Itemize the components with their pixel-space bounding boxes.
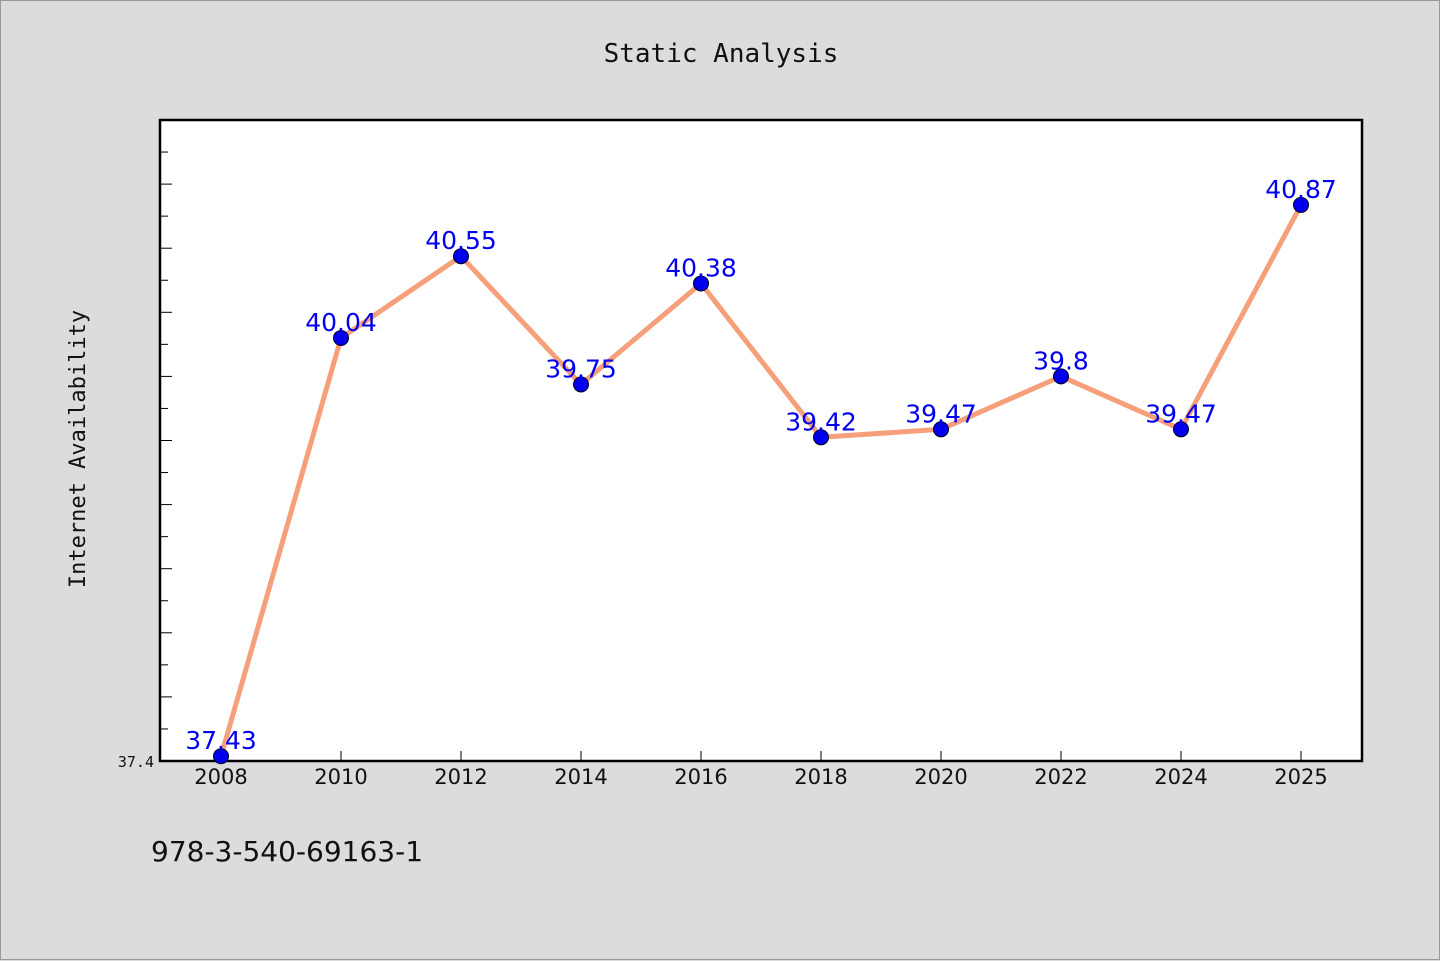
data-point [1293,196,1309,213]
x-tick-label: 2012 [434,765,487,789]
y-axis-label: Internet Availability [66,310,91,588]
data-label: 40.38 [665,253,737,282]
data-labels: 37.43 40.04 40.55 39.75 40.38 39.42 39.47 39.8 3… [185,175,1337,755]
data-label: 39.47 [905,399,977,428]
data-label: 39.8 [1033,346,1089,375]
data-label: 39.47 [1145,399,1217,428]
data-point [333,329,349,346]
chart-title: Static Analysis [604,39,839,69]
data-label: 39.75 [545,354,617,383]
x-tick-label: 2010 [314,765,367,789]
x-tick-label: 2018 [794,765,847,789]
data-point [1173,421,1189,438]
footer-isbn-text: 978-3-540-69163-1 [151,835,424,868]
x-tick-label: 2022 [1034,765,1087,789]
data-label: 39.42 [785,407,857,436]
x-tick-label: 2016 [674,765,727,789]
data-point [933,421,949,438]
plot-area [158,118,1364,763]
x-tick-label: 2008 [194,765,247,789]
x-tick-label: 2020 [914,765,967,789]
x-axis-ticks: 2008 2010 2012 2014 2016 2018 2020 2022 2024 2025 [194,751,1328,789]
series-line [218,202,1304,759]
data-label: 37.43 [185,726,257,755]
x-tick-label: 2014 [554,765,607,789]
data-point [693,275,709,292]
data-point [573,376,589,393]
y-axis-ticks: 37.4 [118,119,172,771]
data-point [453,248,469,265]
data-label: 40.87 [1265,175,1337,204]
x-tick-label: 2024 [1154,765,1207,789]
data-label: 40.04 [305,308,377,337]
data-points [213,196,1309,765]
data-point [1053,368,1069,385]
x-tick-label: 2025 [1274,765,1327,789]
data-point [813,429,829,446]
series-line-group [218,202,1304,759]
y-tick-label: 37.4 [118,753,154,771]
data-point [213,748,229,765]
data-label: 40.55 [425,226,497,255]
